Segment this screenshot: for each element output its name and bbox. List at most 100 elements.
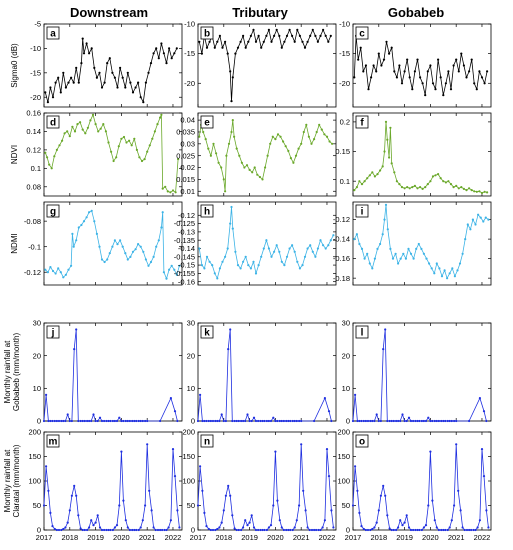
data-point xyxy=(103,419,106,423)
data-point xyxy=(433,519,436,522)
data-point xyxy=(456,269,459,272)
data-point xyxy=(274,419,277,423)
data-point xyxy=(275,244,278,247)
data-point xyxy=(244,419,247,423)
data-point xyxy=(389,247,392,250)
data-point xyxy=(218,267,221,270)
data-point xyxy=(247,264,250,267)
data-point xyxy=(119,239,122,242)
data-point xyxy=(302,130,305,134)
data-point xyxy=(117,145,120,148)
data-point xyxy=(364,64,367,67)
data-point xyxy=(293,419,296,423)
data-point xyxy=(162,52,165,55)
data-point xyxy=(285,34,289,38)
data-point xyxy=(293,40,296,43)
data-point xyxy=(80,223,83,227)
y-tick-label: 0 xyxy=(346,526,350,535)
data-point xyxy=(231,419,234,423)
data-point xyxy=(44,91,47,94)
y-tick-label: 10 xyxy=(33,384,41,393)
data-point xyxy=(138,156,141,159)
data-point xyxy=(468,528,471,532)
data-point xyxy=(90,419,93,423)
data-point xyxy=(418,419,421,423)
data-point xyxy=(160,42,163,45)
data-point xyxy=(94,521,97,524)
data-point xyxy=(98,526,102,529)
data-point xyxy=(424,524,428,527)
plot-area xyxy=(197,23,337,108)
data-point xyxy=(214,528,217,532)
data-point xyxy=(161,528,164,532)
data-point xyxy=(421,82,424,85)
data-point xyxy=(143,158,146,161)
data-point xyxy=(104,130,107,133)
data-point xyxy=(447,70,450,73)
data-point xyxy=(106,62,109,65)
data-point xyxy=(224,419,227,423)
data-point xyxy=(416,187,419,190)
data-point xyxy=(367,88,370,91)
data-point xyxy=(296,260,299,263)
data-point xyxy=(439,76,442,79)
x-tick-label: 2018 xyxy=(215,533,232,542)
data-point xyxy=(201,419,204,423)
data-point xyxy=(90,47,93,50)
data-point xyxy=(390,46,393,49)
data-point xyxy=(402,252,405,255)
data-point xyxy=(302,489,305,492)
data-point xyxy=(84,132,87,135)
data-point xyxy=(412,419,415,423)
data-point xyxy=(413,70,416,73)
data-point xyxy=(262,40,265,43)
data-point xyxy=(452,64,455,67)
data-point xyxy=(455,58,458,61)
data-point xyxy=(465,189,468,192)
data-point xyxy=(429,450,432,453)
data-point xyxy=(395,180,398,183)
data-point xyxy=(60,419,63,423)
data-point xyxy=(116,243,119,246)
data-point xyxy=(358,180,361,183)
data-point xyxy=(54,272,57,275)
data-point xyxy=(75,239,78,242)
data-point xyxy=(304,509,307,512)
data-point xyxy=(372,64,375,67)
data-point xyxy=(485,509,488,512)
data-point xyxy=(111,245,114,248)
data-point xyxy=(330,509,333,512)
panel-letter: a xyxy=(50,29,56,40)
y-tick-label: -0.1 xyxy=(28,242,41,251)
y-tick-label: 150 xyxy=(337,452,350,461)
data-point xyxy=(329,239,332,242)
data-point xyxy=(66,521,69,524)
y-tick-label: -0.14 xyxy=(178,244,195,253)
data-point xyxy=(216,419,219,423)
data-point xyxy=(96,419,99,423)
data-point xyxy=(298,419,301,423)
data-point xyxy=(142,101,145,104)
data-point xyxy=(324,247,327,250)
y-tick-label: -15 xyxy=(339,49,350,58)
y-tick-label: 10 xyxy=(187,384,195,393)
data-point xyxy=(272,504,275,507)
data-point xyxy=(379,242,382,246)
panel-n: 0 50 100 150 200 2017 2018 2019 2020 2021 2022 n xyxy=(182,428,337,542)
data-point xyxy=(53,155,56,158)
data-point xyxy=(364,528,367,532)
panel-m: 0 50 100 150 200 2017 2018 2019 2020 2021 2022 m Mon… xyxy=(3,428,183,542)
data-point xyxy=(265,34,268,38)
data-point xyxy=(122,499,125,502)
data-point xyxy=(90,209,93,212)
data-point xyxy=(88,211,91,214)
data-point xyxy=(355,233,358,236)
data-point xyxy=(128,419,131,423)
data-point xyxy=(254,40,258,43)
data-point xyxy=(398,64,401,67)
data-point xyxy=(476,526,479,529)
data-point xyxy=(66,413,69,416)
data-point xyxy=(480,76,484,79)
data-point xyxy=(57,528,61,532)
